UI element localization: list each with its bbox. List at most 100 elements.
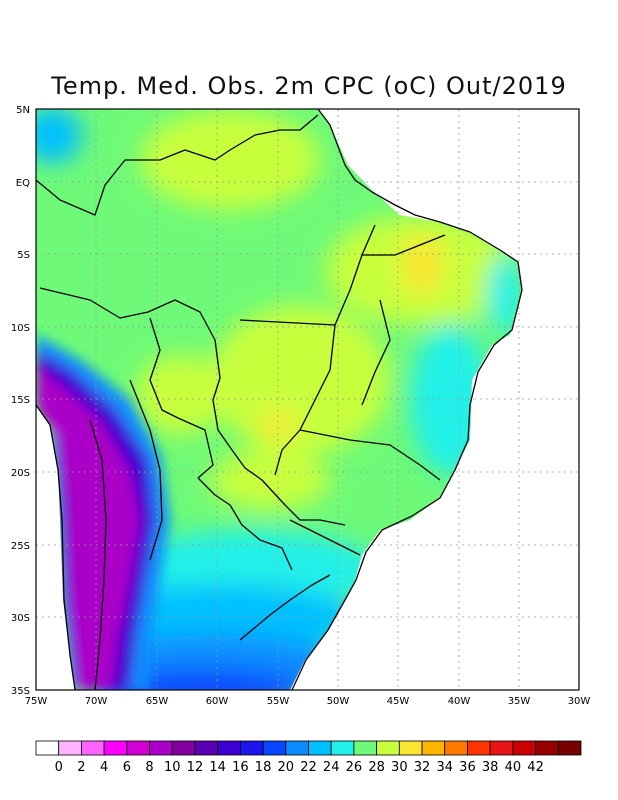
lon-label-60w: 60W: [206, 696, 229, 707]
temperature-shading: [36, 109, 523, 690]
field-30-north: [140, 110, 320, 210]
ocean-mask-pacific: [36, 405, 75, 690]
lat-label-5s: 5S: [17, 250, 30, 261]
colorbar-tick-label: 4: [100, 760, 108, 775]
colorbar-tick-label: 6: [123, 760, 131, 775]
field-24-northwest: [36, 109, 82, 163]
paraguay-border: [197, 477, 293, 571]
andes-band-inner: [36, 365, 140, 690]
colorbar-box: [353, 740, 378, 756]
lat-label-10s: 10S: [11, 323, 30, 334]
colorbar-tick-label: 12: [187, 760, 204, 775]
colorbar: 0 2 4 6 8 10 12 14 16 18 20 22 24 26 28 30 32 34 36 38 40 42: [35, 740, 582, 775]
colorbar-box: [262, 740, 287, 756]
state-divider-3: [362, 234, 446, 256]
lon-label-75w: 75W: [25, 696, 48, 707]
field-32-piaui: [400, 235, 444, 295]
field-32-mato-grosso: [260, 411, 296, 439]
colorbar-tick-label: 18: [255, 760, 272, 775]
colorbar-tick-label: 40: [505, 760, 522, 775]
colorbar-box: [421, 740, 446, 756]
colorbar-tick-label: 36: [459, 760, 476, 775]
colorbar-box: [444, 740, 468, 756]
northern-border: [35, 114, 319, 216]
colorbar-box: [467, 740, 491, 756]
uruguay-border: [239, 574, 331, 641]
colorbar-tick-label: 24: [323, 760, 340, 775]
lon-label-35w: 35W: [508, 696, 531, 707]
lat-label-30s: 30S: [11, 613, 30, 624]
lon-label-65w: 65W: [146, 696, 169, 707]
field-26-coast: [410, 325, 490, 475]
colorbar-box: [103, 740, 128, 756]
colorbar-tick-label: 30: [391, 760, 408, 775]
colorbar-tick-label: 34: [436, 760, 453, 775]
colorbar-box: [308, 740, 332, 756]
state-divider-4: [361, 299, 391, 406]
colorbar-box: [489, 740, 514, 756]
state-divider-1: [239, 224, 376, 326]
gridlines: [36, 109, 579, 690]
state-divider-6: [289, 519, 361, 556]
colorbar-box: [126, 740, 150, 756]
colorbar-tick-label: 10: [164, 760, 181, 775]
colorbar-tick-label: 2: [77, 760, 85, 775]
colorbar-box: [557, 740, 582, 756]
bolivia-border: [149, 317, 214, 479]
colorbar-tick-label: 14: [209, 760, 226, 775]
colorbar-box: [535, 740, 559, 756]
field-30-west: [135, 355, 225, 435]
lat-label-35s: 35S: [11, 686, 30, 697]
state-divider-5: [299, 429, 441, 481]
colorbar-box: [81, 740, 105, 756]
colorbar-box: [285, 740, 309, 756]
lat-label-eq: EQ: [16, 178, 30, 189]
lon-label-40w: 40W: [448, 696, 471, 707]
field-30-central: [210, 305, 390, 455]
lon-labels: 75W 70W 65W 60W 55W 50W 45W 40W 35W 30W: [25, 696, 591, 707]
lat-labels: 5N EQ 5S 10S 15S 20S 25S 30S 35S: [11, 105, 30, 697]
colorbar-box: [376, 740, 400, 756]
colorbar-tick-label: 8: [145, 760, 153, 775]
atlantic-coastline: [291, 108, 523, 691]
colorbar-box: [35, 740, 60, 756]
field-30-south: [210, 450, 330, 510]
colorbar-tick-label: 0: [55, 760, 63, 775]
colorbar-tick-label: 20: [278, 760, 295, 775]
colorbar-box: [512, 740, 536, 756]
colorbar-box: [217, 740, 241, 756]
andes-west-divider: [89, 419, 107, 691]
brazil-west-border: [39, 287, 346, 526]
lon-label-30w: 30W: [568, 696, 591, 707]
state-divider-2: [274, 324, 336, 476]
lon-label-50w: 50W: [327, 696, 350, 707]
colorbar-box: [194, 740, 219, 756]
colorbar-box: [239, 740, 264, 756]
pacific-coastline: [35, 404, 76, 691]
colorbar-tick-label: 32: [414, 760, 431, 775]
andes-shading: [36, 335, 170, 690]
bolivia-west-divider: [129, 379, 163, 561]
colorbar-tick-label: 16: [232, 760, 249, 775]
colorbar-tick-label: 26: [346, 760, 363, 775]
temperature-field: [36, 109, 579, 690]
colorbar-box: [58, 740, 82, 756]
colorbar-tick-label: 22: [300, 760, 317, 775]
lat-label-15s: 15S: [11, 395, 30, 406]
lat-label-20s: 20S: [11, 468, 30, 479]
lon-label-45w: 45W: [387, 696, 410, 707]
boundaries: [35, 108, 523, 691]
field-26-ne-coast: [487, 255, 523, 335]
colorbar-box: [171, 740, 196, 756]
map-frame: [35, 108, 580, 691]
lon-label-70w: 70W: [85, 696, 108, 707]
colorbar-tick-label: 28: [368, 760, 385, 775]
lat-label-5n: 5N: [16, 105, 30, 116]
colorbar-tick-label: 38: [482, 760, 499, 775]
map-title: Temp. Med. Obs. 2m CPC (oC) Out/2019: [51, 72, 567, 100]
colorbar-box: [398, 740, 423, 756]
lat-label-25s: 25S: [11, 541, 30, 552]
lon-label-55w: 55W: [267, 696, 290, 707]
colorbar-box: [330, 740, 355, 756]
